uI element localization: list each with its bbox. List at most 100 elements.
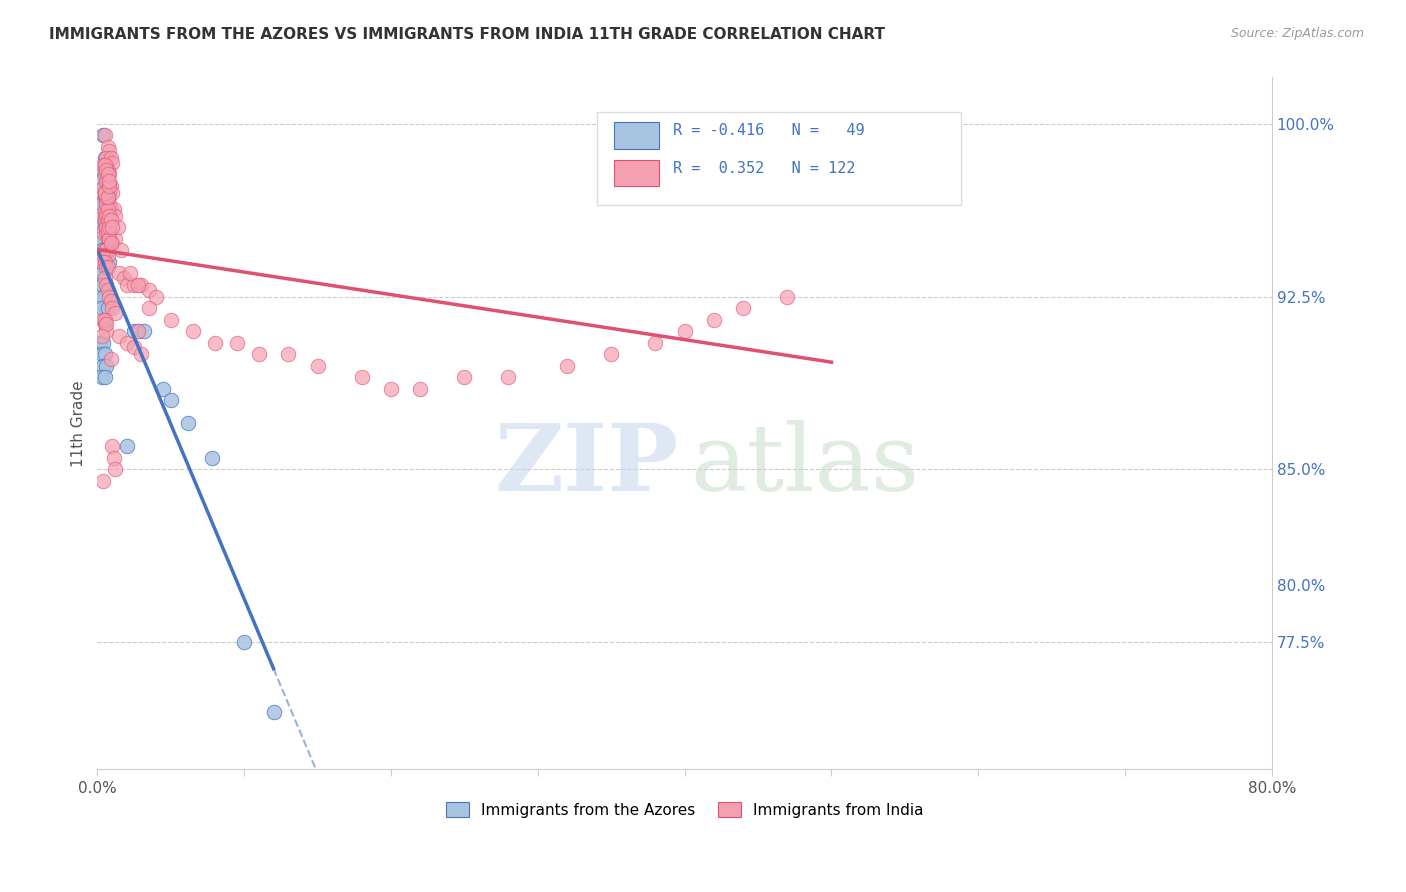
Point <box>97 232 120 246</box>
Point <box>152 382 174 396</box>
Point <box>703 312 725 326</box>
Point <box>138 301 160 315</box>
Point <box>131 347 153 361</box>
Point <box>127 278 149 293</box>
Point <box>97 213 120 227</box>
Text: IMMIGRANTS FROM THE AZORES VS IMMIGRANTS FROM INDIA 11TH GRADE CORRELATION CHART: IMMIGRANTS FROM THE AZORES VS IMMIGRANTS… <box>49 27 886 42</box>
Point <box>97 162 120 177</box>
Point <box>453 370 475 384</box>
Point <box>90 244 112 258</box>
Point <box>97 225 120 239</box>
Point <box>225 335 247 350</box>
Point <box>201 450 224 465</box>
Point <box>98 178 121 193</box>
Point <box>776 289 799 303</box>
Point <box>90 248 112 262</box>
Point <box>96 232 118 246</box>
Point <box>108 267 131 281</box>
Point <box>96 260 118 274</box>
Point <box>98 289 121 303</box>
Point <box>91 158 114 172</box>
Point <box>159 393 181 408</box>
Point <box>350 370 373 384</box>
Point <box>91 255 114 269</box>
Point <box>93 128 115 142</box>
Text: Source: ZipAtlas.com: Source: ZipAtlas.com <box>1230 27 1364 40</box>
Point <box>159 312 181 326</box>
Point <box>100 236 122 251</box>
Point <box>89 174 111 188</box>
Point <box>91 244 114 258</box>
Point <box>100 294 122 309</box>
Point <box>101 236 124 251</box>
Point <box>97 283 120 297</box>
Text: R =  0.352   N = 122: R = 0.352 N = 122 <box>673 161 855 176</box>
Point <box>93 151 115 165</box>
Point <box>93 312 115 326</box>
Point <box>91 181 114 195</box>
Point <box>96 151 118 165</box>
Point <box>98 186 121 200</box>
Point <box>101 186 124 200</box>
Point <box>91 128 114 142</box>
Point <box>93 190 115 204</box>
Point <box>96 197 118 211</box>
Point <box>96 278 118 293</box>
Point <box>98 145 121 159</box>
Text: ZIP: ZIP <box>495 420 679 510</box>
Point <box>96 359 118 373</box>
Point <box>97 190 120 204</box>
Point <box>108 328 131 343</box>
Point <box>104 306 127 320</box>
Text: atlas: atlas <box>690 420 920 510</box>
Point <box>93 301 115 315</box>
Point <box>91 197 114 211</box>
Point <box>98 220 121 235</box>
Point <box>91 289 114 303</box>
Point <box>93 255 115 269</box>
Point <box>93 255 115 269</box>
Point <box>91 186 114 200</box>
Point <box>100 220 122 235</box>
Point <box>177 417 200 431</box>
Point <box>103 202 125 216</box>
Point <box>97 260 120 274</box>
Point <box>93 186 115 200</box>
Point <box>93 186 115 200</box>
Point <box>90 328 112 343</box>
Point <box>138 283 160 297</box>
Point <box>96 197 118 211</box>
Point <box>90 370 112 384</box>
Point <box>93 220 115 235</box>
Point <box>127 324 149 338</box>
Point <box>90 197 112 211</box>
Point <box>101 220 124 235</box>
Point <box>247 347 270 361</box>
Point <box>96 244 118 258</box>
Point <box>89 232 111 246</box>
Point <box>107 220 129 235</box>
Point <box>104 209 127 223</box>
Point <box>96 317 118 331</box>
Point <box>97 167 120 181</box>
Point <box>115 278 138 293</box>
Point <box>263 705 285 719</box>
Point <box>91 267 114 281</box>
Point <box>91 209 114 223</box>
Bar <box>614 122 659 149</box>
Point <box>96 162 118 177</box>
Point <box>555 359 578 373</box>
Point <box>100 178 122 193</box>
Point <box>98 232 121 246</box>
Text: R = -0.416   N =   49: R = -0.416 N = 49 <box>673 123 865 138</box>
Point <box>91 474 114 488</box>
Point <box>91 335 114 350</box>
Point <box>93 370 115 384</box>
Point <box>96 174 118 188</box>
Point <box>93 232 115 246</box>
Point <box>97 139 120 153</box>
Point <box>100 151 122 165</box>
Point <box>98 255 121 269</box>
Point <box>93 347 115 361</box>
Point <box>91 225 114 239</box>
